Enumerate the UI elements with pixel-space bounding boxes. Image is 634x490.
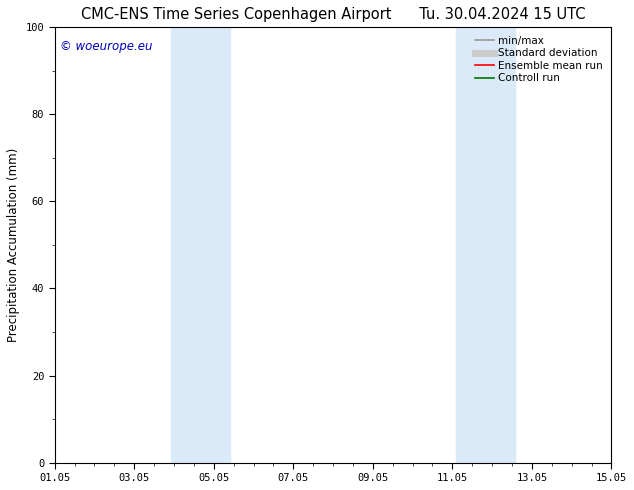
Bar xyxy=(476,27,515,463)
Bar xyxy=(456,27,476,463)
Text: © woeurope.eu: © woeurope.eu xyxy=(60,40,153,53)
Y-axis label: Precipitation Accumulation (mm): Precipitation Accumulation (mm) xyxy=(7,148,20,342)
Bar xyxy=(197,27,230,463)
Title: CMC-ENS Time Series Copenhagen Airport      Tu. 30.04.2024 15 UTC: CMC-ENS Time Series Copenhagen Airport T… xyxy=(81,7,585,22)
Bar xyxy=(171,27,197,463)
Legend: min/max, Standard deviation, Ensemble mean run, Controll run: min/max, Standard deviation, Ensemble me… xyxy=(472,32,606,87)
